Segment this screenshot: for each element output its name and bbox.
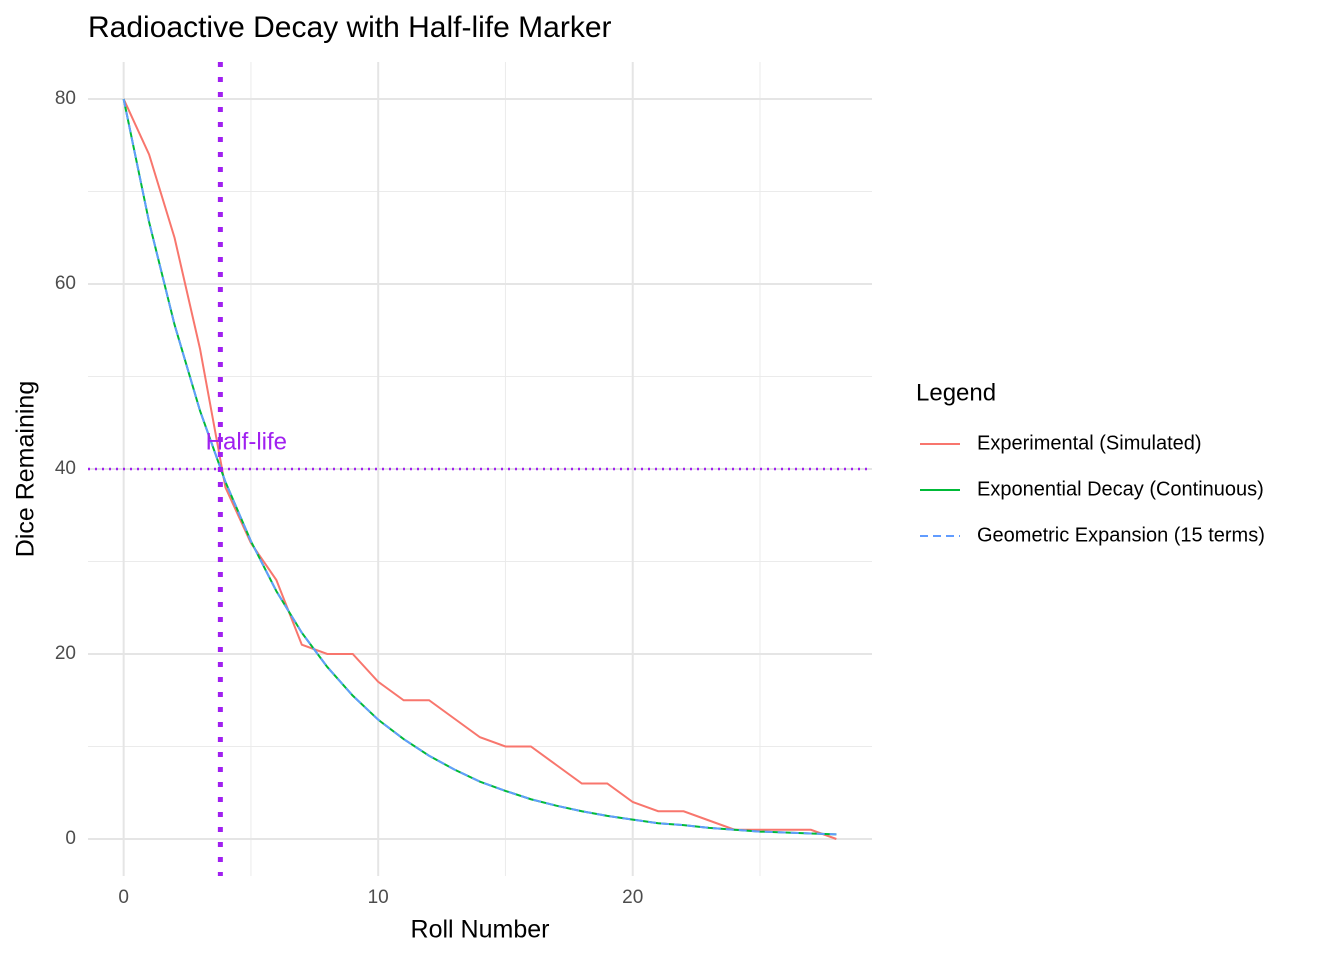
- x-axis-label: Roll Number: [411, 916, 550, 944]
- x-tick-label: 20: [622, 887, 643, 908]
- y-tick-label: 60: [55, 273, 76, 294]
- legend-title: Legend: [916, 379, 996, 406]
- legend-label: Experimental (Simulated): [977, 432, 1202, 454]
- x-tick-label: 10: [368, 887, 389, 908]
- legend-label: Geometric Expansion (15 terms): [977, 524, 1265, 546]
- y-axis-label: Dice Remaining: [12, 381, 40, 557]
- y-tick-label: 20: [55, 643, 76, 664]
- y-tick-label: 40: [55, 458, 76, 479]
- y-tick-label: 80: [55, 88, 76, 109]
- legend-label: Exponential Decay (Continuous): [977, 478, 1264, 500]
- half-life-label: Half-life: [206, 428, 287, 455]
- y-tick-label: 0: [65, 828, 76, 849]
- series-line: [122, 98, 837, 836]
- x-tick-label: 0: [118, 887, 129, 908]
- chart-title: Radioactive Decay with Half-life Marker: [88, 11, 612, 44]
- series-line: [122, 98, 837, 840]
